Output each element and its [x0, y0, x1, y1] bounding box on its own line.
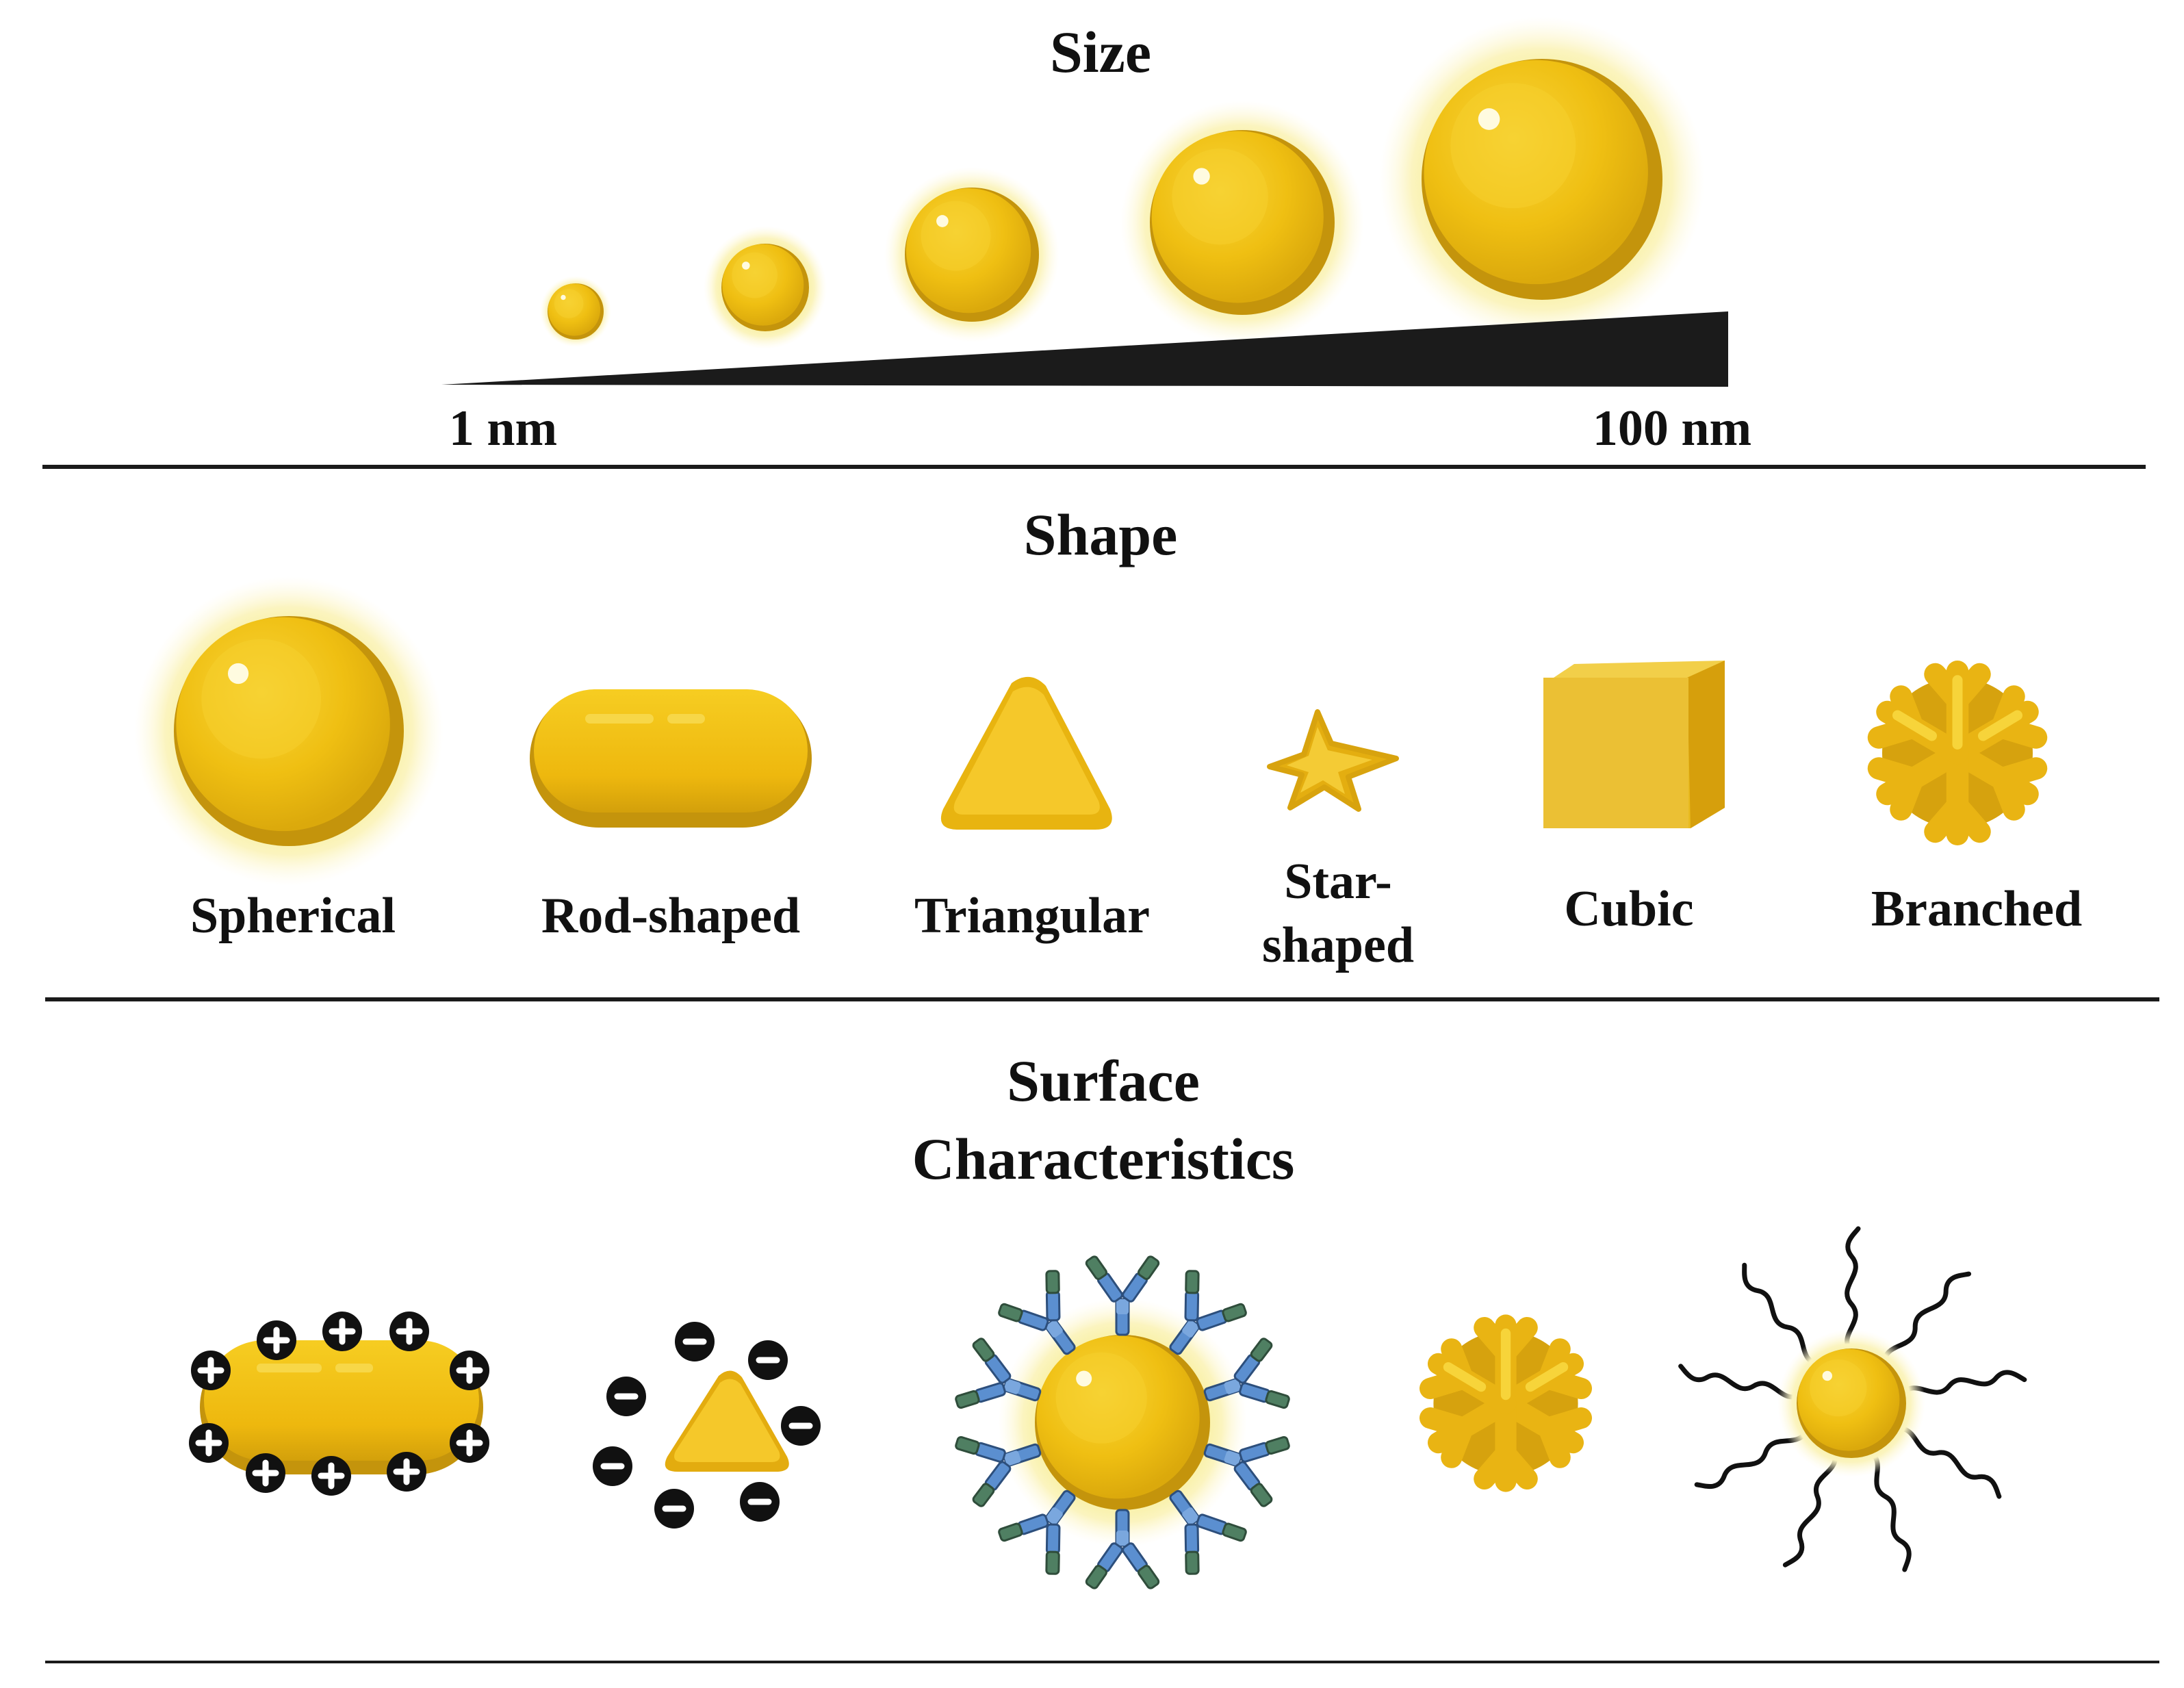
scale-max-label: 100 nm	[1593, 400, 1751, 457]
size-particle-3	[884, 167, 1059, 342]
shape-section: Shape Spherical Rod-shaped Triangular St…	[134, 502, 2082, 973]
surface-title-line2: Characteristics	[912, 1126, 1295, 1192]
spherical-nanoparticle-icon	[134, 576, 444, 886]
size-scale-wedge	[441, 311, 1728, 387]
size-particle-2	[704, 226, 827, 349]
shape-title: Shape	[1024, 502, 1178, 567]
positive-charged-rod-icon	[189, 1312, 489, 1496]
label-rod-shaped: Rod-shaped	[541, 888, 800, 944]
size-title: Size	[1050, 19, 1151, 85]
scale-min-label: 1 nm	[449, 400, 557, 457]
label-spherical: Spherical	[190, 888, 396, 944]
branched-nanoparticle-icon	[1430, 1325, 1582, 1481]
label-star-shaped-line1: Star-	[1284, 854, 1392, 910]
size-particle-1	[540, 276, 611, 347]
surface-title-line1: Surface	[1007, 1048, 1200, 1114]
label-star-shaped-line2: shaped	[1262, 917, 1414, 973]
star-nanoparticle-icon	[1267, 709, 1399, 812]
size-section: Size 1 nm 100 nm	[441, 16, 1751, 457]
label-triangular: Triangular	[914, 888, 1150, 944]
surface-section: Surface Characteristics	[189, 1048, 2025, 1591]
branched-nanoparticle-icon	[1879, 672, 2036, 834]
cube-nanoparticle-icon	[1543, 661, 1725, 828]
rod-nanoparticle-icon	[530, 689, 812, 828]
size-particle-5	[1379, 16, 1705, 342]
label-branched: Branched	[1871, 881, 2082, 937]
triangle-nanoparticle-icon	[940, 676, 1112, 830]
size-particle-4	[1120, 101, 1364, 344]
antibody-conjugated-sphere-icon	[951, 1254, 1294, 1591]
label-cubic: Cubic	[1564, 881, 1693, 937]
polymer-coated-sphere-icon	[1679, 1229, 2025, 1570]
negative-charged-triangle-icon	[593, 1322, 821, 1529]
